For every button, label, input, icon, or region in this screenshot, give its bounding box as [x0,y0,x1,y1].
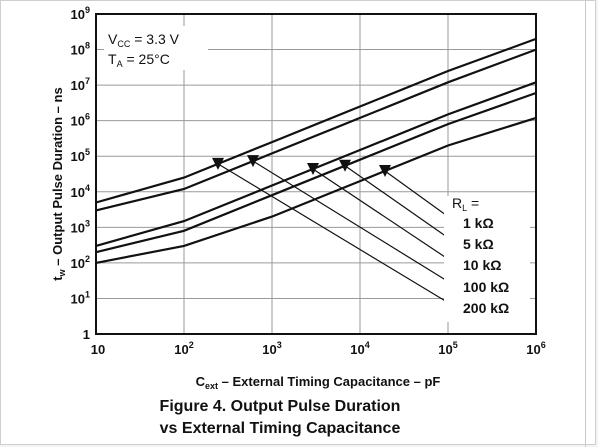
leader-line [252,160,458,288]
x-tick-label: 102 [174,340,193,357]
condition-vcc: VCC = 3.3 V [108,31,180,49]
x-tick-label: 104 [350,340,369,357]
figure-title: Figure 4. Output Pulse Duration [159,398,401,415]
tick-labels: 10 102 103 104 105 106 1 101 102 103 104 105 106 107 1… [71,5,546,357]
figure-subtitle: vs External Timing Capacitance [159,420,401,437]
plot-border [95,13,537,335]
y-axis-title: tw – Output Pulse Duration – ns [50,87,67,280]
conditions-box [104,26,208,70]
legend-title: RL = [452,195,479,213]
legend-entry: 5 kΩ [463,236,494,252]
x-tick-label: 103 [262,340,281,357]
x-tick-label: 106 [526,340,545,357]
leader-arrowhead [307,162,319,175]
leader-line [344,165,458,245]
y-tick-label: 108 [71,41,90,58]
leader-line [217,163,458,309]
legend: RL = 1 kΩ 5 kΩ 10 kΩ 100 kΩ 200 kΩ [452,195,509,316]
legend-box [444,196,530,322]
y-tick-label: 107 [71,76,90,93]
leader-line [312,168,458,266]
legend-entry: 10 kΩ [463,257,501,273]
legend-entry: 200 kΩ [463,300,509,316]
legend-leader-lines [212,155,458,309]
x-axis-title: Cext – External Timing Capacitance – pF [196,374,441,391]
leader-arrowhead [379,164,391,177]
y-tick-label: 103 [71,218,90,235]
page-edge-divider [585,0,586,447]
y-tick-label: 101 [71,289,90,306]
y-tick-label: 109 [71,5,90,22]
x-tick-label: 105 [438,340,457,357]
legend-entry: 100 kΩ [463,279,509,295]
test-conditions: VCC = 3.3 V TA = 25°C [108,31,180,69]
leader-arrowhead [339,159,351,172]
leader-arrowhead [247,155,259,168]
series-line [95,116,537,264]
series-line [95,48,537,212]
leader-arrowhead [212,157,224,170]
y-tick-label: 1 [83,327,90,342]
y-tick-label: 104 [71,183,90,200]
x-tick-label: 10 [91,342,105,357]
series-line [95,37,537,204]
y-tick-label: 102 [71,254,90,271]
condition-temperature: TA = 25°C [108,51,170,69]
y-tick-label: 106 [71,112,90,129]
legend-entry: 1 kΩ [463,215,494,231]
series-line [95,91,537,254]
y-tick-label: 105 [71,147,90,164]
